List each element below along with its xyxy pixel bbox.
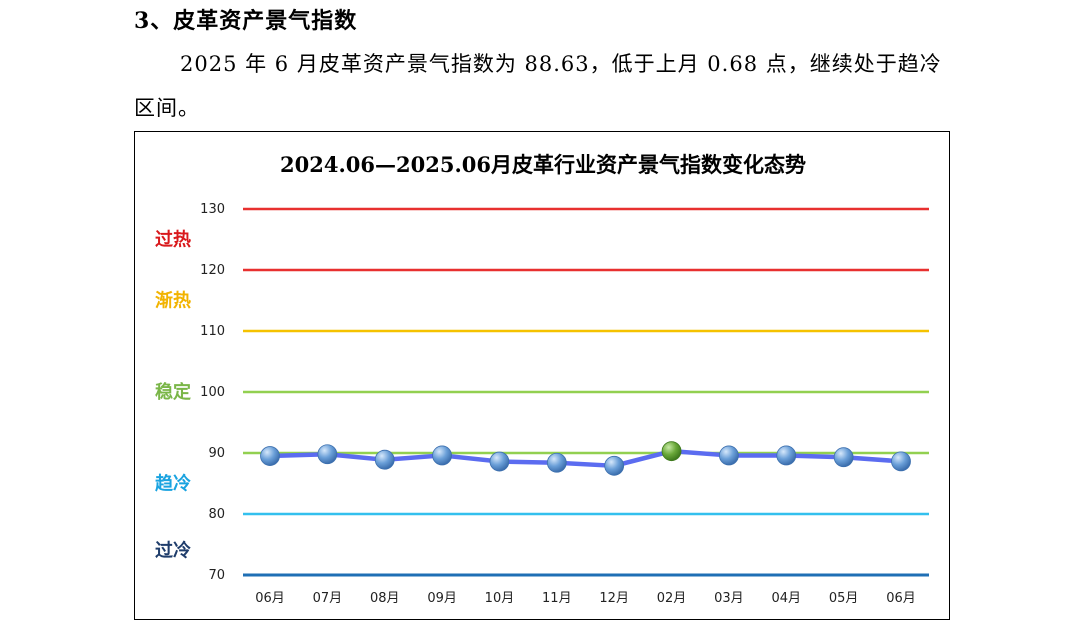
chart-svg: 2024.06—2025.06月皮革行业资产景气指数变化态势 70 80 90 100… bbox=[155, 152, 929, 606]
data-point bbox=[719, 445, 739, 466]
y-tick-label: 90 bbox=[208, 446, 225, 461]
y-tick-label: 70 bbox=[208, 568, 225, 583]
x-tick-label: 05月 bbox=[829, 591, 859, 606]
x-tick-label: 06月 bbox=[255, 591, 285, 606]
y-tick-label: 130 bbox=[200, 202, 225, 217]
zone-label: 稳定 bbox=[155, 381, 191, 403]
x-tick-label: 09月 bbox=[427, 591, 457, 606]
data-point bbox=[833, 447, 854, 468]
x-tick-label: 11月 bbox=[542, 591, 572, 606]
zone-label: 过冷 bbox=[155, 540, 191, 562]
x-tick-label: 12月 bbox=[599, 591, 629, 606]
data-point-highlight bbox=[661, 441, 682, 462]
data-point bbox=[604, 455, 625, 476]
y-tick-label: 80 bbox=[208, 507, 225, 522]
x-tick-label: 04月 bbox=[771, 591, 801, 606]
zone-label: 趋冷 bbox=[155, 473, 191, 495]
data-point bbox=[432, 445, 452, 466]
zone-label: 渐热 bbox=[155, 290, 191, 312]
section-heading: 3、皮革资产景气指数 bbox=[134, 8, 358, 34]
x-tick-label: 10月 bbox=[485, 591, 515, 606]
data-point bbox=[776, 445, 797, 466]
data-point bbox=[546, 452, 567, 473]
data-point bbox=[260, 446, 280, 466]
chart-title: 2024.06—2025.06月皮革行业资产景气指数变化态势 bbox=[280, 152, 806, 177]
chart-container: 2024.06—2025.06月皮革行业资产景气指数变化态势 70 80 90 100… bbox=[134, 131, 950, 620]
data-point bbox=[374, 449, 395, 470]
x-tick-label: 02月 bbox=[657, 591, 687, 606]
data-point bbox=[317, 444, 338, 465]
zone-label: 过热 bbox=[155, 229, 191, 251]
y-tick-label: 120 bbox=[200, 263, 225, 278]
y-tick-label: 110 bbox=[200, 324, 225, 339]
section-paragraph: 2025 年 6 月皮革资产景气指数为 88.63，低于上月 0.68 点，继续… bbox=[134, 52, 942, 120]
data-point bbox=[891, 451, 911, 472]
x-tick-label: 07月 bbox=[313, 591, 343, 606]
x-tick-label: 03月 bbox=[714, 591, 744, 606]
data-point bbox=[489, 451, 510, 472]
x-tick-label: 08月 bbox=[370, 591, 400, 606]
y-tick-label: 100 bbox=[200, 385, 225, 400]
x-tick-label: 06月 bbox=[886, 591, 916, 606]
